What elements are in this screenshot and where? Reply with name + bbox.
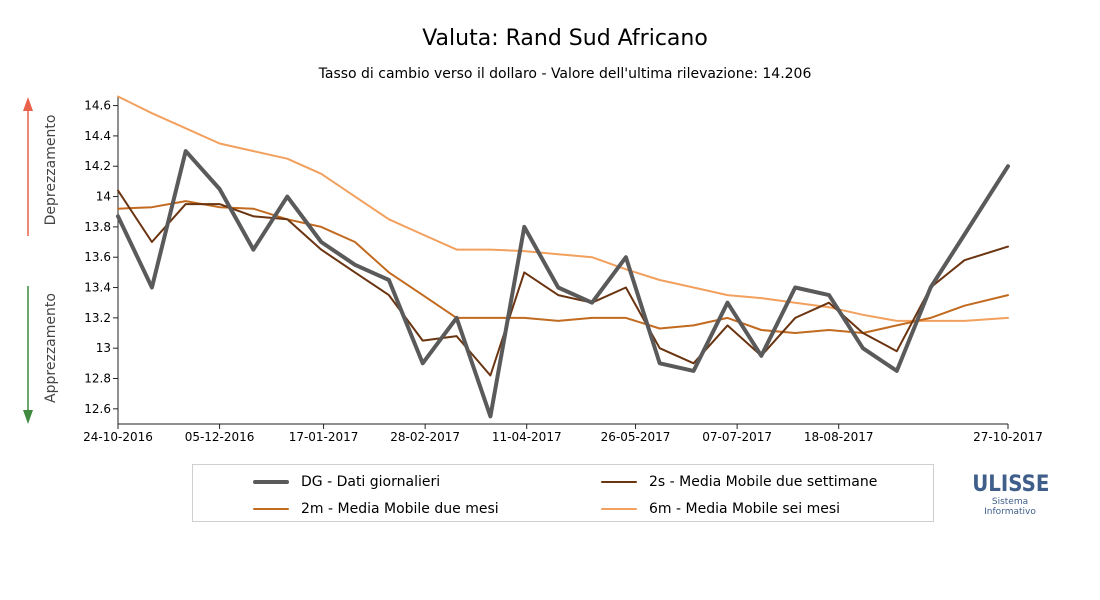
chart-axes: 12.6 12.8 13 13.2 13.4 13.6 13.8 14 14.2 14.4 14.6… — [83, 96, 1043, 444]
legend-swatch-2m — [253, 508, 289, 510]
x-tick-label: 17-01-2017 — [289, 430, 359, 444]
y-tick-label: 13.2 — [84, 311, 111, 325]
series-line-dg — [116, 149, 1010, 419]
x-tick-label: 18-08-2017 — [804, 430, 874, 444]
x-tick-label: 05-12-2016 — [185, 430, 255, 444]
x-tick-label: 26-05-2017 — [601, 430, 671, 444]
series-line-2m — [117, 200, 1009, 334]
logo-name: ULISSE — [972, 472, 1050, 497]
y-tick-label: 13.6 — [84, 250, 111, 264]
chart-series — [116, 95, 1010, 419]
y-tick-label: 12.6 — [84, 402, 111, 416]
chart-title: Valuta: Rand Sud Africano — [422, 26, 708, 51]
depreciation-arrow-head — [23, 97, 33, 111]
legend-swatch-6m — [601, 508, 637, 510]
ulisse-logo: ULISSE Sistema Informativo — [968, 472, 1052, 517]
legend-item-2m: 2m - Media Mobile due mesi — [253, 501, 499, 517]
legend-swatch-dg — [253, 480, 289, 484]
legend-item-2s: 2s - Media Mobile due settimane — [601, 474, 877, 490]
y-tick-label: 13.8 — [84, 220, 111, 234]
y-tick-label: 14.2 — [84, 159, 111, 173]
x-tick-label: 24-10-2016 — [83, 430, 153, 444]
chart-legend: DG - Dati giornalieri 2s - Media Mobile … — [192, 464, 934, 522]
depreciation-label: Deprezzamento — [43, 115, 59, 226]
series-line-2s — [117, 189, 1009, 377]
appreciation-label: Apprezzamento — [43, 293, 59, 403]
legend-label-2m: 2m - Media Mobile due mesi — [301, 501, 499, 517]
y-tick-label: 13 — [96, 341, 111, 355]
y-tick-label: 13.4 — [84, 281, 111, 295]
line-chart: Deprezzamento Apprezzamento 12.6 12.8 13 13.… — [23, 95, 1043, 444]
y-tick-label: 14.4 — [84, 129, 111, 143]
legend-label-dg: DG - Dati giornalieri — [301, 474, 441, 490]
legend-label-2s: 2s - Media Mobile due settimane — [649, 474, 878, 490]
x-tick-label: 11-04-2017 — [492, 430, 562, 444]
logo-line1: Sistema — [991, 497, 1029, 507]
legend-label-6m: 6m - Media Mobile sei mesi — [649, 501, 841, 517]
logo-line2: Informativo — [984, 507, 1036, 517]
legend-item-6m: 6m - Media Mobile sei mesi — [601, 501, 840, 517]
legend-item-dg: DG - Dati giornalieri — [253, 474, 440, 490]
side-annotations: Deprezzamento Apprezzamento — [23, 97, 59, 424]
x-tick-label: 28-02-2017 — [390, 430, 460, 444]
x-tick-label: 07-07-2017 — [702, 430, 772, 444]
y-tick-label: 14.6 — [84, 99, 111, 113]
appreciation-arrow-head — [23, 410, 33, 424]
x-tick-label: 27-10-2017 — [973, 430, 1043, 444]
chart-subtitle: Tasso di cambio verso il dollaro - Valor… — [318, 66, 812, 82]
y-tick-label: 12.8 — [84, 372, 111, 386]
legend-swatch-2s — [601, 481, 637, 483]
y-tick-label: 14 — [96, 190, 111, 204]
series-line-6m — [117, 95, 1009, 322]
